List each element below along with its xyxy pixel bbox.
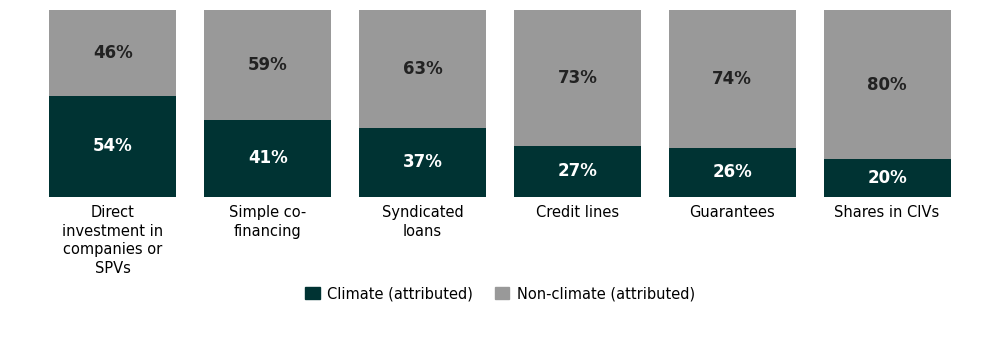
Bar [514,10,641,146]
Bar [359,10,486,128]
Text: 27%: 27% [557,162,597,180]
Legend: Climate (attributed), Non-climate (attributed): Climate (attributed), Non-climate (attri… [305,286,695,301]
Bar [669,10,796,148]
Text: 63%: 63% [403,60,442,78]
Bar [49,10,176,96]
Text: 37%: 37% [403,153,443,171]
Bar [359,128,486,197]
Bar [204,120,331,197]
Bar [514,146,641,197]
Bar [669,148,796,197]
Text: 46%: 46% [93,44,133,62]
Text: 74%: 74% [712,70,752,88]
Bar [824,159,951,197]
Text: 80%: 80% [867,76,907,94]
Bar [49,96,176,197]
Text: 54%: 54% [93,137,133,155]
Text: 59%: 59% [248,56,288,74]
Bar [824,10,951,159]
Bar [204,10,331,120]
Text: 20%: 20% [867,169,907,187]
Text: 41%: 41% [248,149,288,167]
Text: 26%: 26% [712,163,752,181]
Text: 73%: 73% [557,69,597,87]
